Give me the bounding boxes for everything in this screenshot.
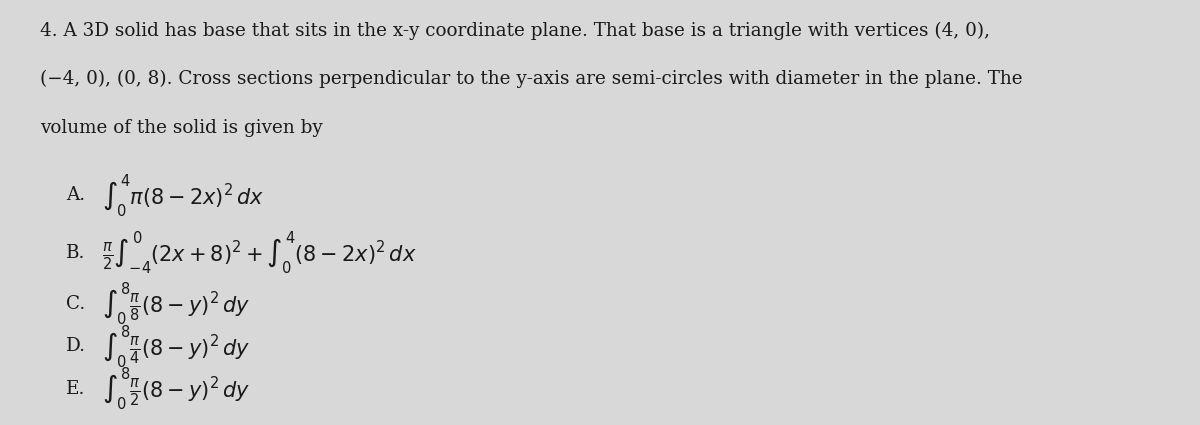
Text: $\int_0^8 \frac{\pi}{4}(8-y)^2\,dy$: $\int_0^8 \frac{\pi}{4}(8-y)^2\,dy$ [102, 323, 251, 370]
Text: volume of the solid is given by: volume of the solid is given by [40, 119, 323, 137]
Text: $\int_0^4 \pi(8-2x)^2\,dx$: $\int_0^4 \pi(8-2x)^2\,dx$ [102, 172, 264, 219]
Text: D.: D. [66, 337, 86, 355]
Text: $\frac{\pi}{2}\int_{-4}^{0}(2x+8)^2 + \int_0^4(8-2x)^2\,dx$: $\frac{\pi}{2}\int_{-4}^{0}(2x+8)^2 + \i… [102, 230, 416, 276]
Text: $\int_0^8 \frac{\pi}{2}(8-y)^2\,dy$: $\int_0^8 \frac{\pi}{2}(8-y)^2\,dy$ [102, 366, 251, 412]
Text: (−4, 0), (0, 8). Cross sections perpendicular to the y-axis are semi-circles wit: (−4, 0), (0, 8). Cross sections perpendi… [40, 70, 1022, 88]
Text: C.: C. [66, 295, 85, 313]
Text: E.: E. [66, 380, 85, 398]
Text: $\int_0^8 \frac{\pi}{8}(8-y)^2\,dy$: $\int_0^8 \frac{\pi}{8}(8-y)^2\,dy$ [102, 280, 251, 327]
Text: A.: A. [66, 187, 85, 204]
Text: B.: B. [66, 244, 85, 262]
Text: 4. A 3D solid has base that sits in the x-y coordinate plane. That base is a tri: 4. A 3D solid has base that sits in the … [40, 21, 990, 40]
